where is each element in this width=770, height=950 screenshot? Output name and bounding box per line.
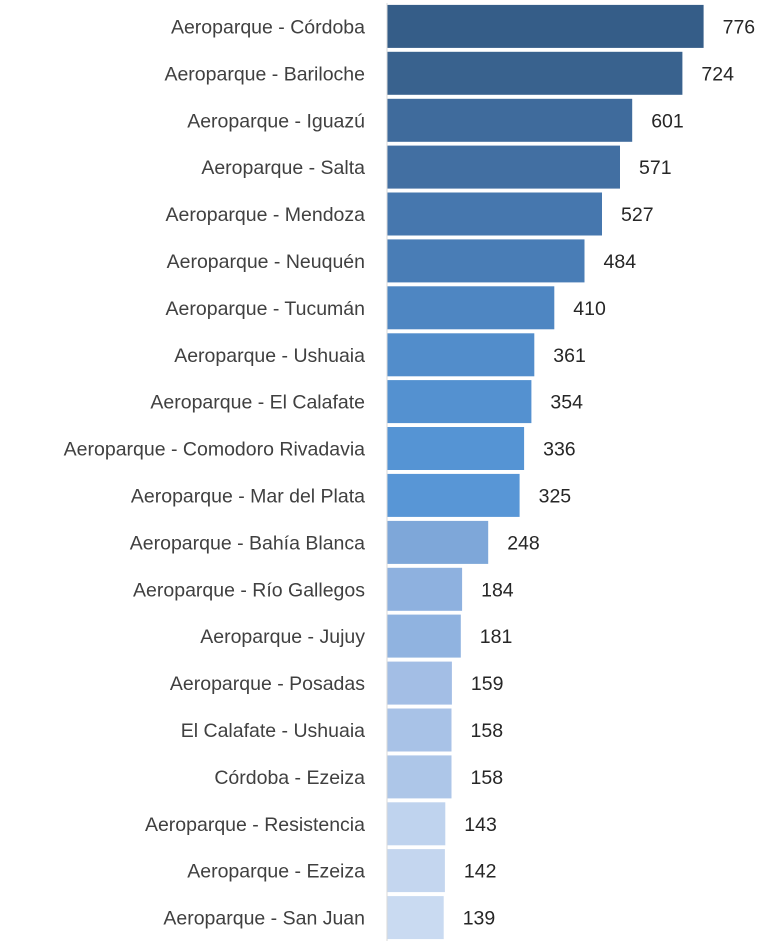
bar xyxy=(387,802,446,846)
data-label: 142 xyxy=(464,861,497,883)
data-label: 571 xyxy=(639,157,672,179)
bar xyxy=(387,661,452,705)
bar xyxy=(387,286,555,330)
bar xyxy=(387,473,520,517)
category-label: Aeroparque - Mendoza xyxy=(166,204,366,226)
category-label: Aeroparque - Mar del Plata xyxy=(131,485,365,507)
bar xyxy=(387,520,489,564)
data-label: 361 xyxy=(553,345,586,367)
category-label: Aeroparque - Resistencia xyxy=(145,814,365,836)
category-label: Aeroparque - Posadas xyxy=(170,673,365,695)
data-label: 248 xyxy=(507,532,540,554)
data-label: 336 xyxy=(543,439,576,461)
bar xyxy=(387,614,461,658)
category-label: Aeroparque - San Juan xyxy=(163,908,365,930)
category-label: Aeroparque - Comodoro Rivadavia xyxy=(64,439,365,461)
category-label: Aeroparque - El Calafate xyxy=(150,392,365,414)
category-label: Aeroparque - Salta xyxy=(201,157,365,179)
data-label: 158 xyxy=(471,767,504,789)
data-label: 410 xyxy=(573,298,606,320)
bar xyxy=(387,896,444,940)
bar xyxy=(387,98,633,142)
value-labels-group: 776 724 601 571 527 484 410 361 354 336 325 248 184 1… xyxy=(463,17,755,930)
data-label: 159 xyxy=(471,673,504,695)
bar xyxy=(387,145,620,189)
bar xyxy=(387,192,602,236)
category-label: Aeroparque - Neuquén xyxy=(167,251,365,273)
data-label: 325 xyxy=(539,485,572,507)
category-label: Aeroparque - Ushuaia xyxy=(174,345,365,367)
data-label: 143 xyxy=(464,814,497,836)
bar xyxy=(387,849,445,893)
category-label: Aeroparque - Bahía Blanca xyxy=(130,532,365,554)
category-label: Aeroparque - Jujuy xyxy=(200,626,365,648)
category-label: Aeroparque - Córdoba xyxy=(171,17,365,39)
bars-group xyxy=(387,4,704,940)
data-label: 181 xyxy=(480,626,513,648)
data-label: 724 xyxy=(701,63,734,85)
data-label: 776 xyxy=(723,17,756,39)
data-label: 354 xyxy=(550,392,583,414)
category-label: Aeroparque - Bariloche xyxy=(164,63,365,85)
category-label: El Calafate - Ushuaia xyxy=(181,720,365,742)
data-label: 601 xyxy=(651,110,684,132)
data-label: 527 xyxy=(621,204,654,226)
bar xyxy=(387,239,585,283)
bar xyxy=(387,567,463,611)
category-labels-group: Aeroparque - Córdoba Aeroparque - Bariloc… xyxy=(64,17,366,930)
bar xyxy=(387,708,452,752)
category-label: Aeroparque - Ezeiza xyxy=(187,861,365,883)
bar xyxy=(387,380,532,424)
bar xyxy=(387,755,452,799)
category-label: Aeroparque - Río Gallegos xyxy=(133,579,365,601)
bar xyxy=(387,427,525,470)
bar xyxy=(387,4,704,48)
category-label: Córdoba - Ezeiza xyxy=(214,767,365,789)
data-label: 184 xyxy=(481,579,514,601)
bar xyxy=(387,51,683,95)
category-label: Aeroparque - Iguazú xyxy=(187,110,365,132)
data-label: 139 xyxy=(463,908,496,930)
category-label: Aeroparque - Tucumán xyxy=(166,298,365,320)
data-label: 484 xyxy=(604,251,637,273)
data-label: 158 xyxy=(471,720,504,742)
bar xyxy=(387,333,535,377)
